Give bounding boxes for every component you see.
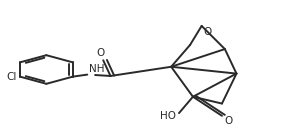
Text: NH: NH [89, 64, 104, 74]
Text: O: O [203, 27, 211, 37]
Text: O: O [96, 48, 105, 58]
Text: Cl: Cl [7, 72, 17, 82]
Text: HO: HO [159, 111, 176, 121]
Text: O: O [225, 116, 233, 126]
